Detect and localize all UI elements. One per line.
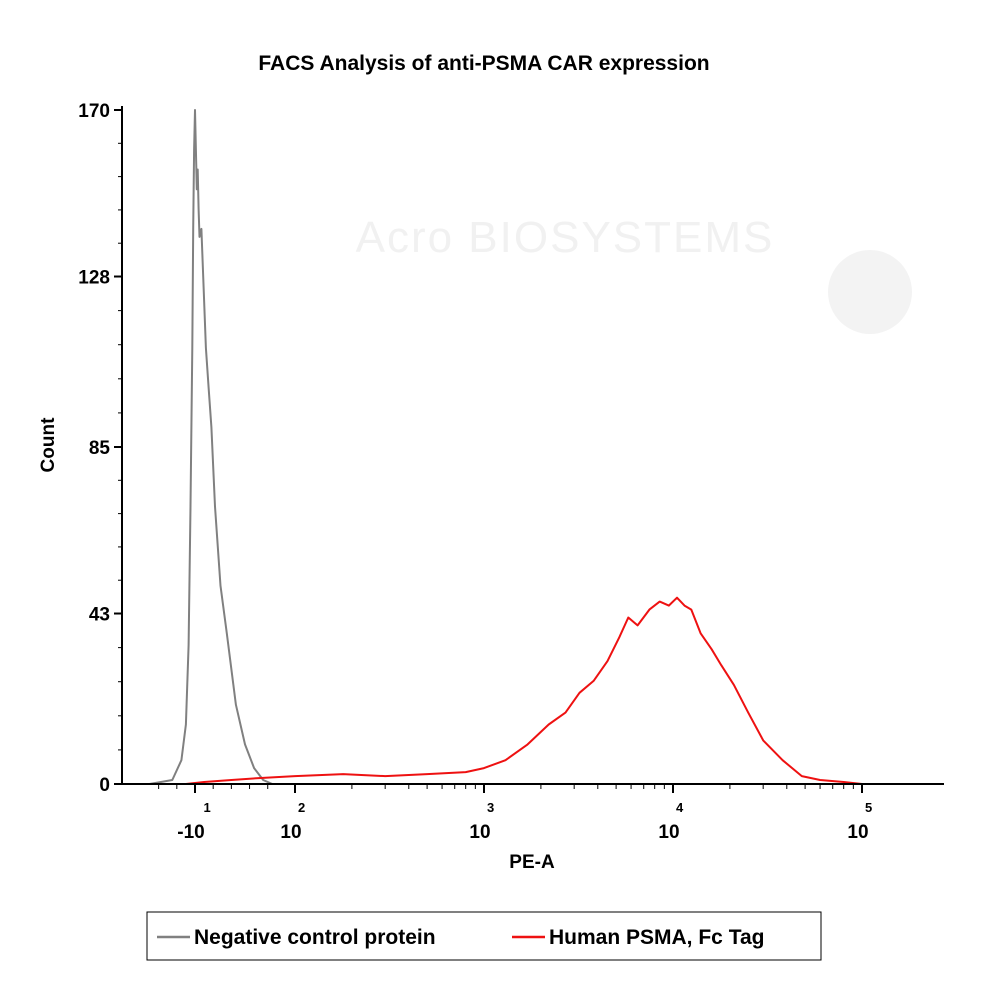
series-line-negative-control bbox=[149, 109, 273, 785]
watermark-text: Acro BIOSYSTEMS bbox=[356, 213, 775, 262]
legend-box bbox=[146, 911, 822, 961]
series-layer bbox=[149, 109, 863, 785]
x-tick-label-base: 10 bbox=[280, 822, 301, 843]
legend-label-negative-control: Negative control protein bbox=[194, 926, 436, 949]
legend-label-human-psma: Human PSMA, Fc Tag bbox=[549, 926, 764, 949]
watermark: Acro BIOSYSTEMS bbox=[356, 213, 912, 334]
x-tick-label-base: 10 bbox=[847, 822, 868, 843]
y-tick-label: 0 bbox=[99, 775, 110, 796]
x-tick-label-exponent: 1 bbox=[204, 800, 211, 815]
y-axis-label: Count bbox=[38, 417, 59, 473]
chart-title: FACS Analysis of anti-PSMA CAR expressio… bbox=[258, 52, 709, 75]
x-tick-label-base: -10 bbox=[177, 822, 204, 843]
y-tick-label: 85 bbox=[89, 438, 111, 459]
x-tick-label-exponent: 2 bbox=[298, 800, 305, 815]
x-tick-label-exponent: 5 bbox=[865, 800, 872, 815]
legend: Negative control protein Human PSMA, Fc … bbox=[146, 911, 822, 961]
x-tick-label-base: 10 bbox=[658, 822, 679, 843]
y-tick-label: 43 bbox=[89, 605, 110, 626]
y-tick-label: 128 bbox=[78, 268, 110, 289]
y-axis-ticks: 0 43 85 128 170 bbox=[78, 101, 122, 796]
series-line-human-psma bbox=[185, 596, 863, 785]
x-axis-label: PE-A bbox=[509, 852, 555, 873]
y-tick-label: 170 bbox=[78, 101, 110, 122]
watermark-dot bbox=[828, 250, 912, 334]
x-tick-label-base: 10 bbox=[469, 822, 490, 843]
x-axis-ticks: -101 10 2 10 3 10 4 10 5 bbox=[158, 784, 872, 843]
x-tick-label-exponent: 3 bbox=[487, 800, 494, 815]
x-tick-label-exponent: 4 bbox=[676, 800, 684, 815]
